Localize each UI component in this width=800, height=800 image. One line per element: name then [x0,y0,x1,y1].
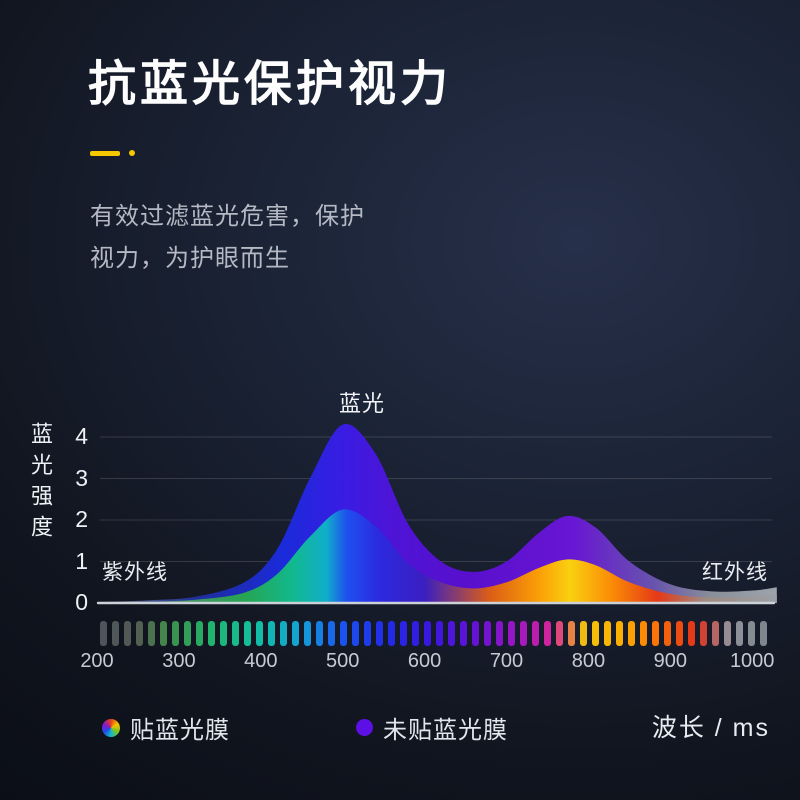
spectrum-bar [376,621,383,646]
spectrum-bar [424,621,431,646]
spectrum-bar [316,621,323,646]
spectrum-bar [592,621,599,646]
spectrum-bar [448,621,455,646]
spectrum-bar [688,621,695,646]
spectrum-bar [328,621,335,646]
blue-light-annotation: 蓝光 [338,391,385,416]
spectrum-bar [700,621,707,646]
y-axis-title: 蓝光强度 [28,422,53,546]
spectrum-bar [748,621,755,646]
spectrum-bar [388,621,395,646]
x-tick-label: 800 [571,650,606,672]
x-tick-label: 600 [407,650,442,672]
y-tick-label: 4 [75,423,88,449]
spectrum-bar [172,621,179,646]
subtitle: 有效过滤蓝光危害，保护 视力，为护眼而生 [90,196,365,280]
legend-item-without-film: 未贴蓝光膜 [356,710,508,745]
spectrum-bar [280,621,287,646]
spectrum-bar [220,621,227,646]
spectrum-bar [736,621,743,646]
spectrum-bar [268,621,275,646]
spectrum-bar [580,621,587,646]
x-tick-label: 400 [244,650,278,672]
y-tick-label: 2 [75,506,88,532]
x-tick-label: 500 [326,650,360,672]
accent-dash [90,150,135,156]
spectrum-bar [208,621,215,646]
spectrum-bar [556,621,563,646]
spectrum-bar [544,621,551,646]
x-tick-label: 300 [162,650,196,672]
legend-label-without-film: 未贴蓝光膜 [383,717,508,744]
page-title: 抗蓝光保护视力 [88,58,453,111]
spectrum-bar [400,621,407,646]
spectrum-bar [184,621,191,646]
spectrum-bar [496,621,503,646]
infrared-annotation: 红外线 [702,561,768,584]
accent-dash-bar [90,150,120,156]
spectrum-bar [136,621,143,646]
spectrum-bar [724,621,731,646]
color-wheel-icon [102,718,120,737]
spectrum-bar [304,621,311,646]
spectrum-bar [460,621,467,646]
spectrum-bar [196,621,203,646]
spectrum-bar [484,621,491,646]
y-tick-label: 1 [75,547,88,574]
spectrum-bar [508,621,515,646]
spectrum-bar [604,621,611,646]
area-series-1 [97,509,777,603]
spectrum-bar [532,621,539,646]
spectrum-bar [712,621,719,646]
x-tick-label: 1000 [729,650,775,672]
spectrum-bar [664,621,671,646]
spectrum-bar [364,621,371,646]
subtitle-line-2: 视力，为护眼而生 [90,245,290,272]
spectrum-bar [760,621,767,646]
spectrum-bar [640,621,647,646]
x-axis-unit-label: 波长 / ms [651,714,770,742]
spectrum-bar [616,621,623,646]
spectrum-bar [352,621,359,646]
ultraviolet-annotation: 紫外线 [102,561,168,584]
spectrum-bar [628,621,635,646]
spectrum-bar [100,621,107,646]
subtitle-line-1: 有效过滤蓝光危害，保护 [90,203,365,230]
y-tick-label: 3 [75,464,88,491]
spectrum-bar [568,621,575,646]
spectrum-bar [256,621,263,646]
spectrum-bar [436,621,443,646]
spectrum-bar [340,621,347,646]
spectrum-bar [112,621,119,646]
accent-dash-dot [129,150,135,156]
spectrum-bar [124,621,131,646]
spectrum-bar [472,621,479,646]
spectrum-bar [244,621,251,646]
legend-item-with-film: 贴蓝光膜 [102,710,230,745]
spectrum-bar [148,621,155,646]
y-tick-label: 0 [75,589,88,615]
area-series-0 [97,423,777,603]
x-tick-label: 900 [653,650,687,672]
spectrum-bar [676,621,683,646]
purple-dot-icon [356,719,373,736]
legend-label-with-film: 贴蓝光膜 [130,717,230,744]
spectrum-bar [652,621,659,646]
spectrum-bar [292,621,299,646]
spectrum-bar [160,621,167,646]
x-tick-label: 200 [80,650,114,672]
x-tick-label: 700 [489,650,524,672]
spectrum-bar [412,621,419,646]
spectrum-bar [520,621,527,646]
spectrum-bar [232,621,239,646]
